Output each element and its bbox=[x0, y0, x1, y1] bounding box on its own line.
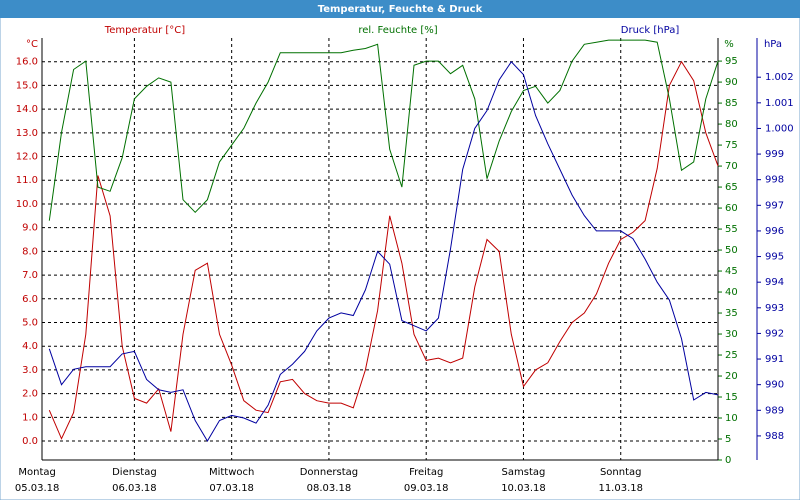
y3-tick-label: 997 bbox=[765, 200, 784, 211]
series-line bbox=[48, 60, 719, 440]
y-tick-label: 14.0 bbox=[16, 104, 38, 115]
y3-tick-label: 988 bbox=[765, 431, 784, 442]
y3-axis-title: Druck [hPa] bbox=[621, 25, 680, 36]
y2-tick-label: 30 bbox=[725, 329, 738, 340]
y2-tick-label: 45 bbox=[725, 266, 738, 277]
y-tick-label: 13.0 bbox=[16, 128, 38, 139]
y-tick-label: 5.0 bbox=[22, 317, 38, 328]
y-tick-label: 8.0 bbox=[22, 246, 38, 257]
y3-tick-label: 996 bbox=[765, 226, 784, 237]
y2-tick-label: 85 bbox=[725, 98, 738, 109]
y2-tick-label: 60 bbox=[725, 203, 738, 214]
y-tick-label: 10.0 bbox=[16, 199, 38, 210]
y2-tick-label: 15 bbox=[725, 392, 738, 403]
series-line bbox=[48, 61, 719, 442]
y3-tick-label: 993 bbox=[765, 303, 784, 314]
y2-tick-label: 20 bbox=[725, 371, 738, 382]
x-tick-label: Dienstag bbox=[112, 467, 157, 478]
x-tick-date: 11.03.18 bbox=[598, 483, 643, 494]
y2-tick-label: 95 bbox=[725, 56, 738, 67]
y3-tick-label: 998 bbox=[765, 175, 784, 186]
x-tick-date: 06.03.18 bbox=[112, 483, 157, 494]
y2-tick-label: 25 bbox=[725, 350, 738, 361]
y2-tick-label: 75 bbox=[725, 140, 738, 151]
title-bar bbox=[0, 0, 800, 18]
x-tick-label: Mittwoch bbox=[209, 467, 254, 478]
x-tick-label: Montag bbox=[18, 467, 55, 478]
chart-title: Temperatur, Feuchte & Druck bbox=[318, 4, 483, 15]
y-tick-label: 4.0 bbox=[22, 341, 38, 352]
y2-tick-label: 70 bbox=[725, 161, 738, 172]
x-tick-date: 07.03.18 bbox=[209, 483, 254, 494]
y2-tick-label: 0 bbox=[725, 455, 731, 466]
y3-tick-label: 994 bbox=[765, 277, 784, 288]
y2-tick-label: 10 bbox=[725, 413, 738, 424]
x-tick-label: Freitag bbox=[409, 467, 443, 478]
y-tick-label: 1.0 bbox=[22, 412, 38, 423]
y2-tick-label: 35 bbox=[725, 308, 738, 319]
y-tick-label: 11.0 bbox=[16, 175, 38, 186]
y3-tick-label: 995 bbox=[765, 252, 784, 263]
y-axis-title: Temperatur [°C] bbox=[104, 25, 185, 36]
y3-tick-label: 991 bbox=[765, 354, 784, 365]
y-tick-label: 9.0 bbox=[22, 223, 38, 234]
y3-tick-label: 992 bbox=[765, 328, 784, 339]
series-line bbox=[48, 39, 719, 221]
y-tick-label: 3.0 bbox=[22, 365, 38, 376]
y-unit: °C bbox=[26, 39, 38, 50]
y3-tick-label: 999 bbox=[765, 149, 784, 160]
y3-tick-label: 1.001 bbox=[765, 98, 794, 109]
x-tick-date: 09.03.18 bbox=[404, 483, 449, 494]
y2-tick-label: 40 bbox=[725, 287, 738, 298]
y2-unit: % bbox=[724, 39, 734, 50]
y-tick-label: 0.0 bbox=[22, 436, 38, 447]
y-tick-label: 7.0 bbox=[22, 270, 38, 281]
y-tick-label: 2.0 bbox=[22, 389, 38, 400]
y2-tick-label: 55 bbox=[725, 224, 738, 235]
y2-tick-label: 80 bbox=[725, 119, 738, 130]
y2-tick-label: 5 bbox=[725, 434, 731, 445]
y2-tick-label: 50 bbox=[725, 245, 738, 256]
y-tick-label: 16.0 bbox=[16, 57, 38, 68]
y2-axis-title: rel. Feuchte [%] bbox=[358, 25, 437, 36]
x-tick-date: 10.03.18 bbox=[501, 483, 546, 494]
y3-tick-label: 989 bbox=[765, 405, 784, 416]
x-tick-date: 08.03.18 bbox=[307, 483, 352, 494]
y-tick-label: 12.0 bbox=[16, 152, 38, 163]
y-tick-label: 15.0 bbox=[16, 80, 38, 91]
y2-tick-label: 90 bbox=[725, 77, 738, 88]
y-tick-label: 6.0 bbox=[22, 294, 38, 305]
x-tick-label: Sonntag bbox=[600, 467, 642, 478]
y3-unit: hPa bbox=[764, 39, 782, 50]
x-tick-label: Donnerstag bbox=[300, 467, 358, 478]
y2-tick-label: 65 bbox=[725, 182, 738, 193]
y3-tick-label: 990 bbox=[765, 380, 784, 391]
y3-tick-label: 1.000 bbox=[765, 123, 794, 134]
x-tick-label: Samstag bbox=[502, 467, 546, 478]
y3-tick-label: 1.002 bbox=[765, 72, 794, 83]
x-tick-date: 05.03.18 bbox=[15, 483, 60, 494]
